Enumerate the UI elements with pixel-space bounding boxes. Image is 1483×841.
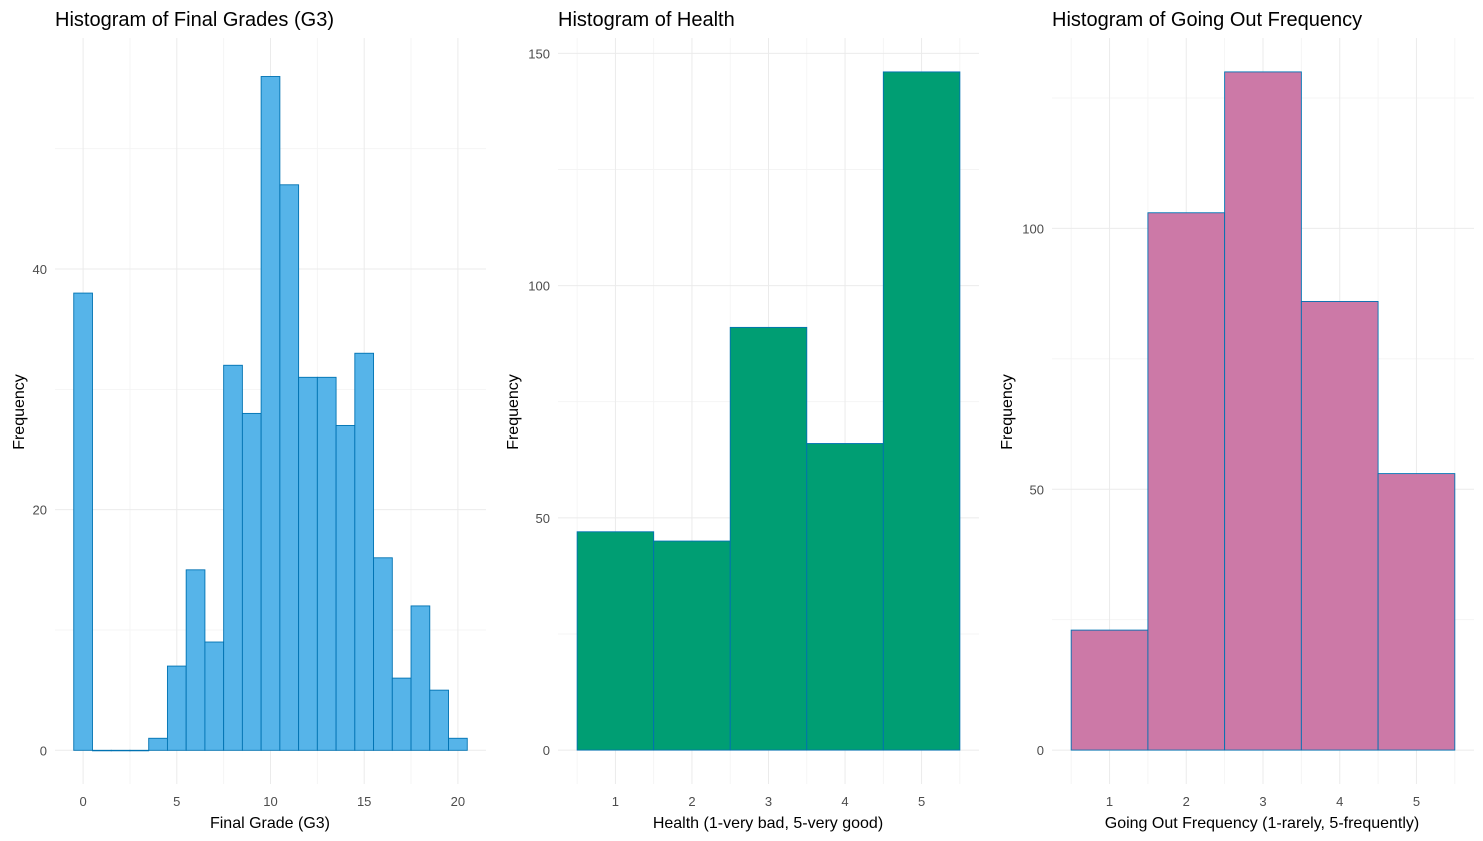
histogram-bar	[1147, 212, 1226, 751]
x-tick-labels: 1 2 3 4 5	[1106, 794, 1420, 809]
histogram-bar	[129, 749, 150, 752]
goout-histogram-panel: Histogram of Going Out Frequency 050100 …	[999, 9, 1474, 832]
histogram-bar	[576, 531, 655, 751]
health-histogram-panel: Histogram of Health 0 50 100 150 1 2 3 4 5 Heal…	[505, 9, 979, 832]
x-tick-label: 5	[1413, 794, 1420, 809]
x-tick-label: 1	[1106, 794, 1113, 809]
y-tick-label: 50	[536, 511, 550, 526]
x-tick-label: 3	[765, 794, 772, 809]
histogram-bar	[223, 364, 243, 751]
histogram-bar	[1070, 629, 1149, 751]
x-axis-label: Going Out Frequency (1-rarely, 5-frequen…	[1105, 815, 1420, 832]
x-tick-label: 0	[79, 794, 86, 809]
x-tick-label: 1	[612, 794, 619, 809]
x-tick-label: 20	[451, 794, 465, 809]
y-tick-label: 40	[33, 262, 47, 277]
x-axis-label: Final Grade (G3)	[210, 815, 330, 832]
histogram-bar	[429, 689, 449, 751]
y-tick-label: 20	[33, 503, 47, 518]
histogram-bar	[373, 557, 393, 751]
y-axis-label: Frequency	[999, 374, 1016, 450]
histogram-bar	[298, 376, 318, 751]
histogram-bar	[279, 184, 300, 751]
y-tick-labels: 0 20 40	[33, 262, 47, 758]
histogram-bar	[148, 737, 168, 751]
x-axis-label: Health (1-very bad, 5-very good)	[653, 815, 883, 832]
histogram-bar	[882, 71, 961, 751]
y-axis-label: Frequency	[505, 374, 522, 450]
chart-title: Histogram of Health	[558, 9, 735, 31]
histogram-bar	[335, 424, 356, 751]
y-tick-label: 0	[40, 743, 47, 758]
x-tick-label: 4	[841, 794, 848, 809]
bars	[576, 71, 961, 751]
histogram-bar	[729, 326, 808, 751]
x-tick-label: 2	[688, 794, 695, 809]
histogram-bar	[391, 677, 412, 751]
y-tick-label: 100	[1022, 221, 1044, 236]
histogram-bar	[1377, 473, 1456, 751]
y-tick-label: 100	[528, 279, 550, 294]
x-tick-label: 3	[1259, 794, 1266, 809]
y-tick-label: 50	[1030, 482, 1044, 497]
histogram-bar	[204, 641, 225, 751]
chart-title: Histogram of Going Out Frequency	[1052, 9, 1362, 31]
histogram-bar	[73, 292, 93, 751]
histogram-bar	[92, 749, 112, 752]
histogram-bar	[260, 76, 281, 751]
histogram-bar	[448, 737, 468, 751]
histogram-bar	[185, 569, 206, 751]
x-tick-labels: 0 5 10 15 20	[79, 794, 465, 809]
bars	[73, 76, 468, 752]
histogram-bar	[241, 412, 262, 751]
x-tick-label: 15	[357, 794, 371, 809]
histogram-bar	[110, 749, 131, 752]
y-tick-label: 150	[528, 46, 550, 61]
histogram-bar	[653, 540, 731, 751]
y-tick-labels: 0 50 100	[1022, 221, 1044, 758]
g3-histogram-panel: Histogram of Final Grades (G3) 0 20 40 0 5 1…	[11, 9, 486, 832]
histogram-bar	[1300, 300, 1379, 751]
y-axis-label: Frequency	[11, 374, 28, 450]
histogram-bar	[316, 376, 337, 751]
x-tick-label: 2	[1183, 794, 1190, 809]
y-tick-label: 0	[543, 743, 550, 758]
x-tick-label: 4	[1336, 794, 1343, 809]
histogram-bar	[806, 443, 884, 751]
histogram-bar	[410, 605, 431, 751]
histogram-bar	[1224, 71, 1302, 751]
x-tick-label: 5	[173, 794, 180, 809]
chart-title: Histogram of Final Grades (G3)	[55, 9, 334, 31]
bars	[1070, 71, 1456, 751]
x-tick-label: 10	[263, 794, 277, 809]
x-tick-label: 5	[918, 794, 925, 809]
y-tick-label: 0	[1037, 743, 1044, 758]
histogram-bar	[354, 352, 375, 751]
x-tick-labels: 1 2 3 4 5	[612, 794, 925, 809]
y-tick-labels: 0 50 100 150	[528, 46, 550, 758]
histogram-bar	[166, 665, 187, 751]
